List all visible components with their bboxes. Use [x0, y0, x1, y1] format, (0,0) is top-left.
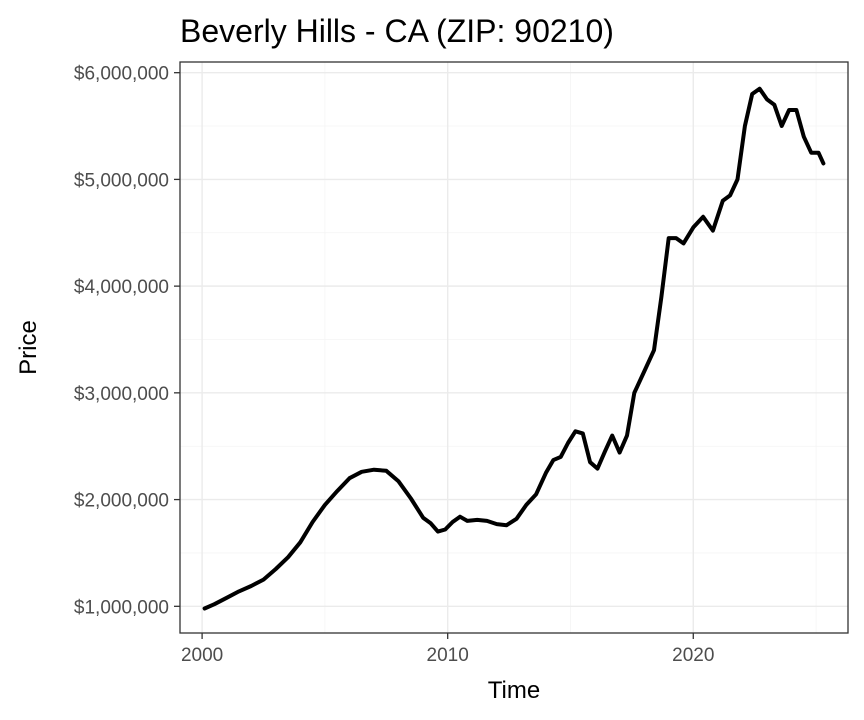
x-tick-label: 2000 [181, 645, 223, 666]
y-tick-label: $2,000,000 [74, 491, 169, 512]
grid [180, 62, 848, 633]
y-tick-label: $3,000,000 [74, 384, 169, 405]
series-layer [202, 86, 826, 611]
chart-title: Beverly Hills - CA (ZIP: 90210) [180, 13, 614, 49]
plot-panel [179, 61, 849, 634]
price-series-line [202, 86, 826, 611]
x-axis: 2000 2010 2020 [181, 633, 714, 666]
y-tick-label: $6,000,000 [74, 64, 169, 85]
x-tick-label: 2020 [672, 645, 714, 666]
x-tick-label: 2010 [427, 645, 469, 666]
y-tick-label: $1,000,000 [74, 597, 169, 618]
x-axis-title: Time [488, 677, 540, 704]
y-axis: $1,000,000 $2,000,000 $3,000,000 $4,000,000… [74, 64, 180, 618]
y-axis-title: Price [15, 320, 42, 375]
y-tick-label: $5,000,000 [74, 170, 169, 191]
y-tick-label: $4,000,000 [74, 277, 169, 298]
